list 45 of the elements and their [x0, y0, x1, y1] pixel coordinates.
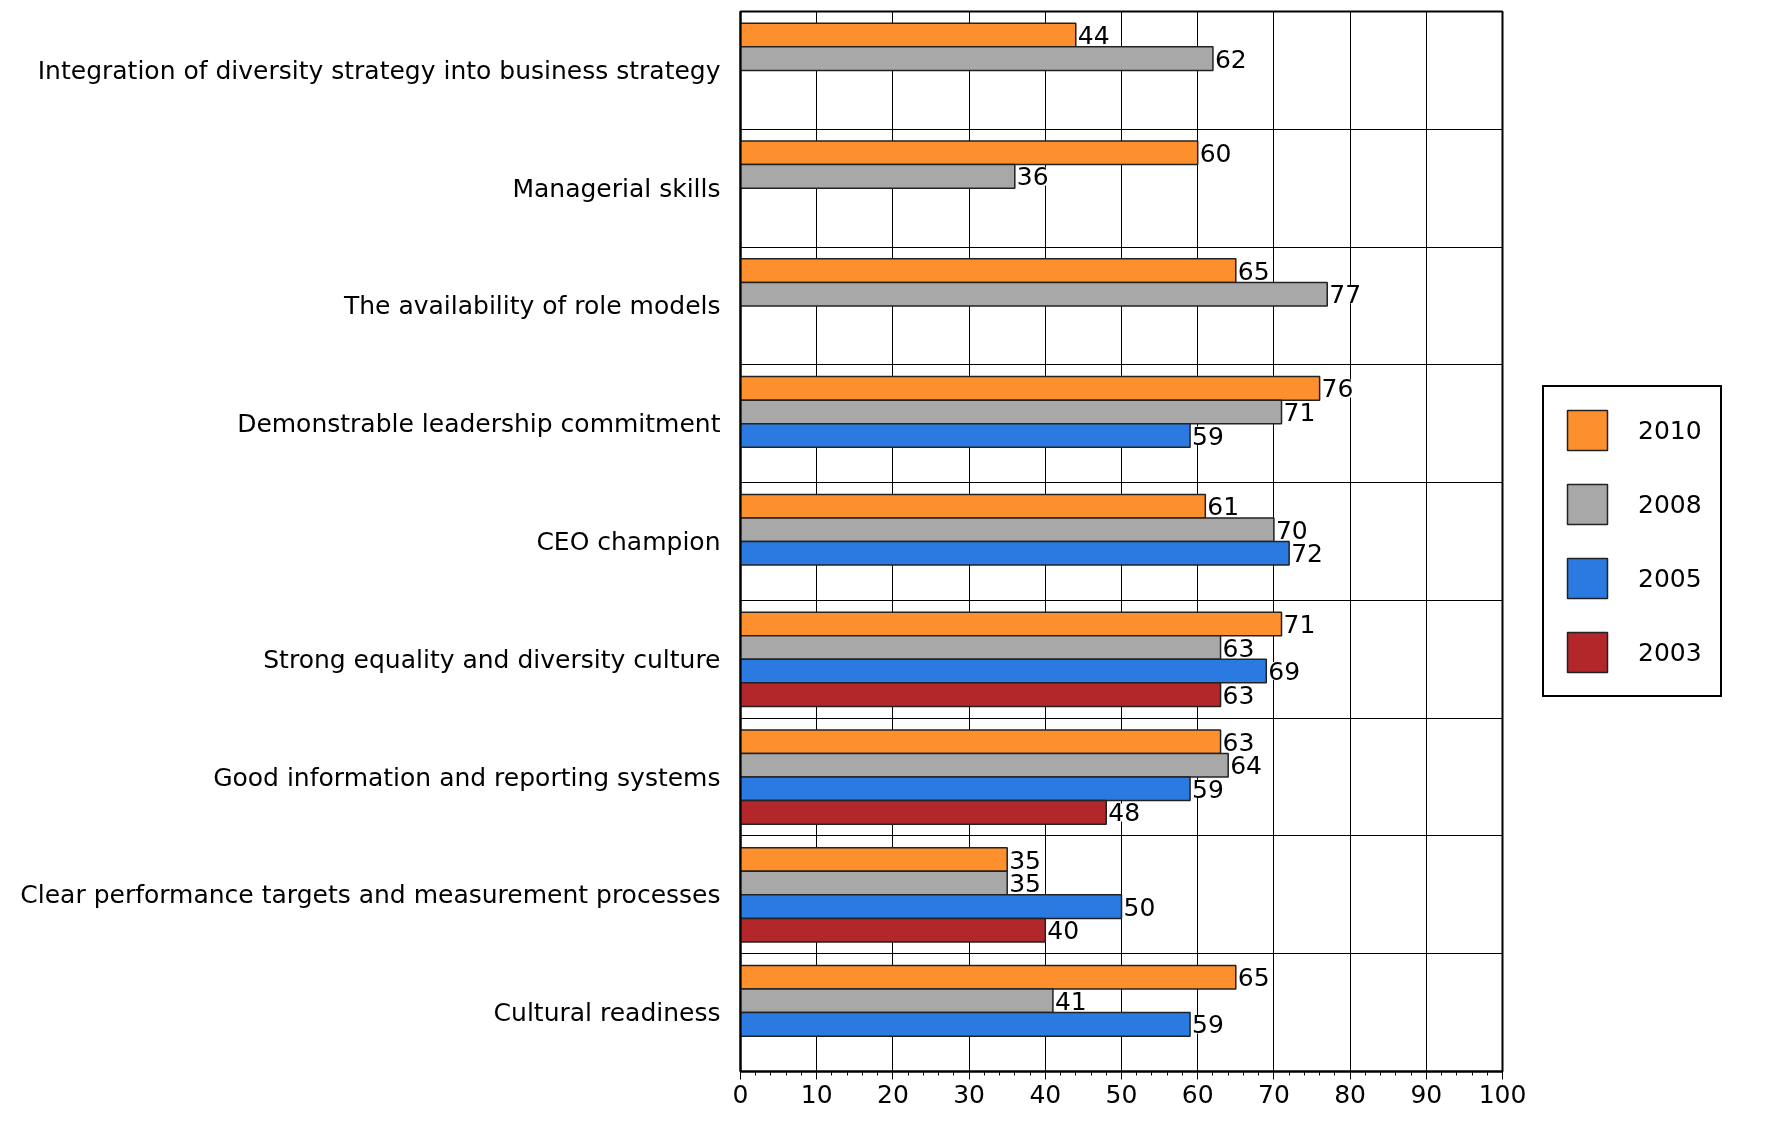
y-tick-label: Demonstrable leadership commitment	[237, 409, 721, 439]
y-tick-label: CEO champion	[536, 527, 721, 556]
data-label: 63	[1222, 633, 1255, 663]
x-tick-label: 90	[1410, 1079, 1443, 1109]
x-tick-label: 80	[1334, 1079, 1367, 1109]
x-tick-label: 20	[876, 1079, 909, 1109]
data-label: 41	[1054, 986, 1087, 1016]
data-label: 71	[1283, 397, 1316, 427]
data-label: 76	[1321, 374, 1354, 404]
x-tick-label: 40	[1029, 1079, 1062, 1109]
data-label: 59	[1192, 774, 1224, 804]
legend-label: 2010	[1638, 415, 1702, 445]
y-tick-label: Integration of diversity strategy into business strategy	[37, 55, 721, 85]
x-tick-label: 50	[1105, 1079, 1138, 1109]
x-tick-label: 60	[1181, 1079, 1214, 1109]
data-label: 62	[1214, 44, 1247, 74]
x-tick-label: 0	[732, 1079, 749, 1109]
y-tick-label: Cultural readiness	[493, 998, 721, 1028]
data-label: 48	[1108, 798, 1141, 828]
data-label: 63	[1222, 680, 1255, 710]
legend-label: 2008	[1638, 489, 1702, 519]
data-label: 69	[1268, 657, 1301, 687]
data-label: 65	[1237, 963, 1270, 993]
data-label: 44	[1077, 21, 1110, 51]
legend-label: 2003	[1638, 637, 1702, 667]
y-tick-label: Managerial skills	[512, 173, 721, 203]
data-label: 60	[1199, 138, 1232, 168]
data-label: 40	[1047, 916, 1080, 946]
legend-label: 2005	[1638, 563, 1702, 593]
data-label: 59	[1192, 421, 1224, 451]
data-label: 71	[1283, 609, 1316, 639]
y-tick-label: Clear performance targets and measurement processes	[20, 880, 721, 910]
data-label: 77	[1329, 280, 1362, 310]
data-label: 61	[1207, 492, 1240, 522]
x-tick-label: 70	[1257, 1079, 1290, 1109]
data-label: 36	[1016, 162, 1049, 192]
data-label: 59	[1192, 1010, 1224, 1040]
y-tick-label: Strong equality and diversity culture	[263, 644, 721, 674]
x-tick-label: 100	[1478, 1079, 1527, 1109]
y-tick-label: The availability of role models	[342, 291, 721, 321]
x-tick-label: 10	[800, 1079, 833, 1109]
y-tick-label: Good information and reporting systems	[213, 762, 721, 792]
data-label: 65	[1237, 256, 1270, 286]
data-label: 50	[1123, 892, 1156, 922]
x-tick-label: 30	[953, 1079, 986, 1109]
